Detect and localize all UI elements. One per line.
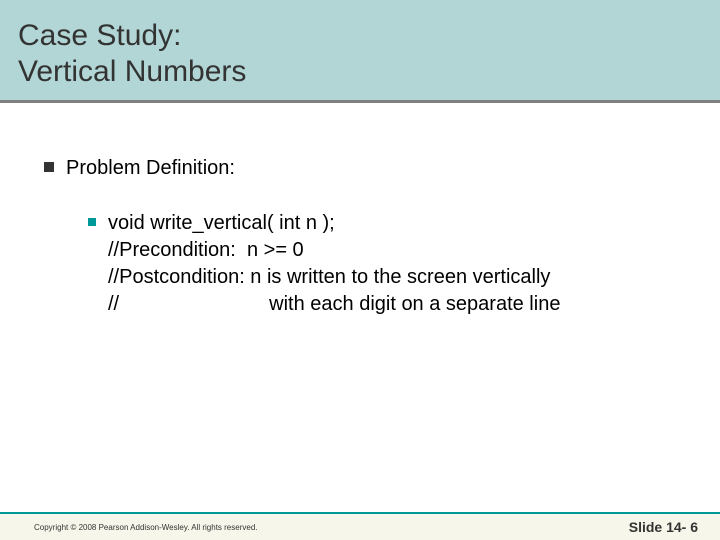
copyright-text: Copyright © 2008 Pearson Addison-Wesley.… bbox=[34, 523, 258, 532]
square-bullet-icon bbox=[44, 162, 54, 172]
slide-number: Slide 14- 6 bbox=[629, 519, 698, 535]
body-area: Problem Definition: void write_vertical(… bbox=[44, 155, 690, 346]
bullet-level2-text: void write_vertical( int n ); //Precondi… bbox=[108, 210, 560, 318]
bullet-level2: void write_vertical( int n ); //Precondi… bbox=[88, 210, 690, 318]
slide-title: Case Study: Vertical Numbers bbox=[18, 18, 702, 90]
bullet-level1: Problem Definition: bbox=[44, 155, 690, 182]
footer: Copyright © 2008 Pearson Addison-Wesley.… bbox=[0, 512, 720, 540]
title-band: Case Study: Vertical Numbers bbox=[0, 0, 720, 103]
slide: { "colors": { "title_band_bg": "#b2d6d6"… bbox=[0, 0, 720, 540]
square-bullet-icon bbox=[88, 218, 96, 226]
bullet-level1-text: Problem Definition: bbox=[66, 155, 235, 182]
